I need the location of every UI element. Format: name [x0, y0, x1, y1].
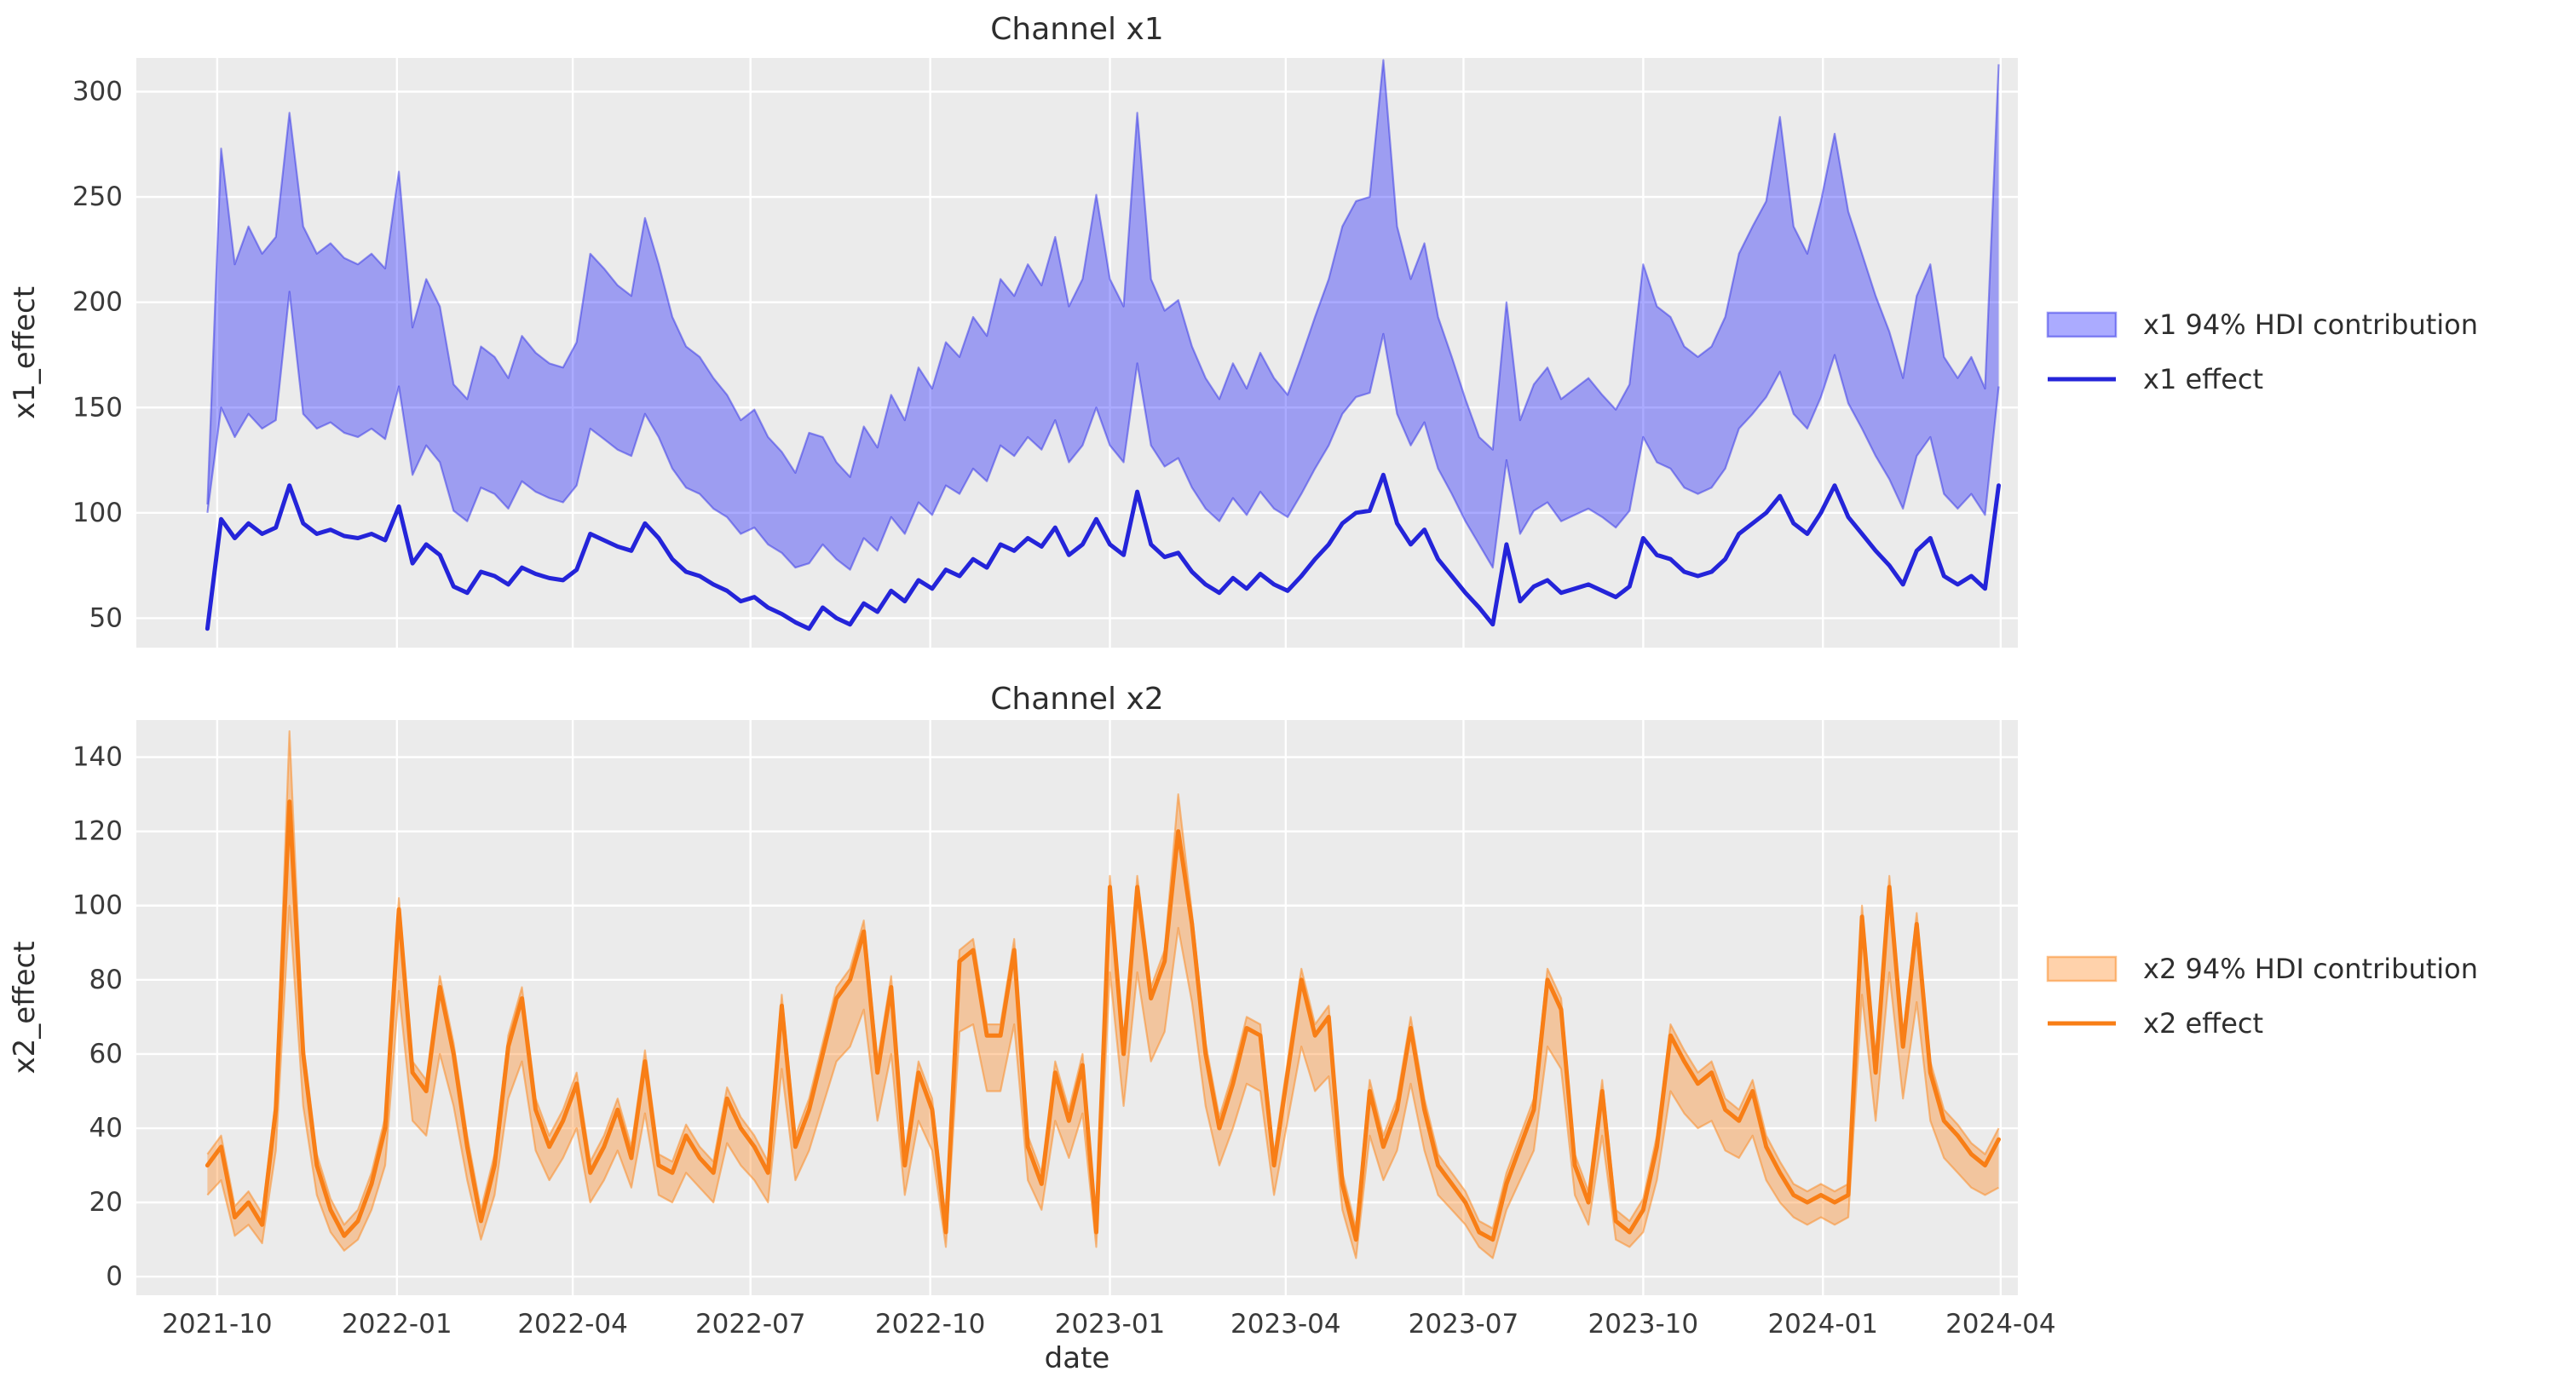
effect-line: [205, 472, 2001, 631]
legend-label: x1 effect: [2143, 363, 2263, 395]
y-axis-label: x2_effect: [8, 941, 42, 1074]
y-tick-label: 60: [89, 1039, 123, 1069]
y-tick-label: 50: [89, 602, 123, 633]
legend-patch: [2046, 955, 2118, 983]
x-tick-label: 2023-04: [1230, 1309, 1341, 1340]
x-axis-label: date: [1045, 1341, 1110, 1375]
chart-title: Channel x1: [990, 12, 1163, 47]
y-axis-label: x1_effect: [8, 286, 42, 419]
x-tick-label: 2022-04: [517, 1309, 628, 1340]
x-tick-label: 2022-07: [695, 1309, 806, 1340]
x-tick-label: 2024-04: [1945, 1309, 2056, 1340]
y-tick-label: 200: [72, 287, 123, 318]
y-tick-label: 100: [72, 498, 123, 528]
y-tick-label: 150: [72, 392, 123, 423]
chart-x2-subplot: Channel x2 0 20 40 60 80 100 120 140 x2_effect 202…: [8, 682, 2478, 1375]
legend-patch: [2046, 311, 2118, 338]
y-tick-label: 140: [72, 742, 123, 773]
y-tick-label: 300: [72, 77, 123, 107]
x-tick-label: 2023-10: [1588, 1309, 1699, 1340]
chart-title: Channel x2: [990, 682, 1163, 717]
x-tick-label: 2024-01: [1767, 1309, 1878, 1340]
chart-x1-subplot: Channel x1 50 100 150 200 250 300 x1_effect x1 9…: [8, 12, 2478, 648]
plot-background: [136, 720, 2018, 1295]
hdi-band-upper-edge: [206, 59, 2000, 504]
y-tick-label: 0: [106, 1261, 123, 1292]
x-tick-label: 2021-10: [162, 1309, 273, 1340]
y-tick-label: 100: [72, 890, 123, 921]
x-tick-label: 2023-07: [1409, 1309, 1519, 1340]
hdi-band: [207, 731, 1999, 1259]
hdi-band-lower-edge: [206, 291, 2000, 571]
y-tick-label: 120: [72, 816, 123, 847]
x-tick-label: 2022-10: [875, 1309, 986, 1340]
x-tick-label: 2022-01: [342, 1309, 452, 1340]
legend-label: x2 94% HDI contribution: [2143, 953, 2478, 985]
hdi-band: [207, 60, 1999, 570]
legend-label: x2 effect: [2143, 1007, 2263, 1040]
y-tick-label: 40: [89, 1113, 123, 1144]
x-tick-label: 2023-01: [1055, 1309, 1166, 1340]
y-tick-label: 250: [72, 182, 123, 212]
effect-line: [205, 799, 2001, 1242]
legend-label: x1 94% HDI contribution: [2143, 308, 2478, 341]
y-tick-label: 80: [89, 965, 123, 995]
y-tick-label: 20: [89, 1187, 123, 1218]
